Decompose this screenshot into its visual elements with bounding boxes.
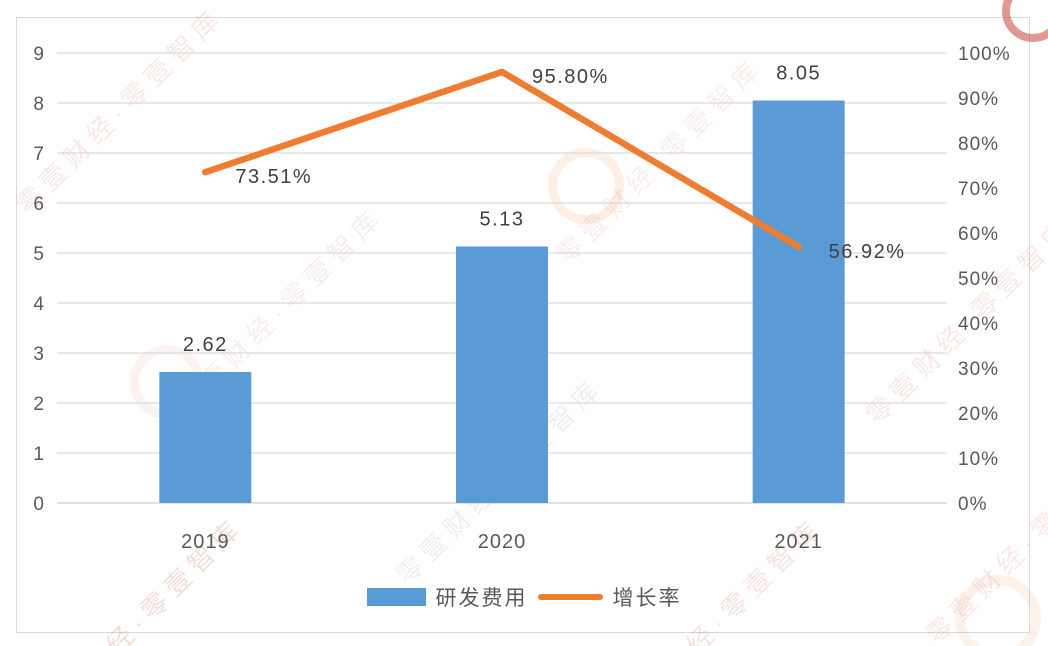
right-axis-tick-label: 60%	[958, 224, 999, 245]
bar-2020	[456, 246, 548, 503]
left-axis-tick-label: 6	[33, 194, 45, 215]
line-value-label: 95.80%	[532, 66, 609, 88]
left-axis-tick-label: 0	[33, 494, 45, 515]
bar-value-label: 2.62	[183, 334, 228, 356]
left-axis-tick-label: 2	[33, 394, 45, 415]
line-value-label: 73.51%	[235, 166, 312, 188]
right-axis-tick-label: 30%	[958, 359, 999, 380]
x-axis-label: 2020	[478, 531, 527, 553]
legend-bar-swatch	[366, 588, 426, 606]
left-axis-tick-label: 4	[33, 294, 45, 315]
legend-line-label: 增长率	[612, 587, 682, 610]
chart-area-border	[16, 17, 1030, 633]
left-axis-tick-label: 5	[33, 244, 45, 265]
left-axis-tick-label: 7	[33, 144, 45, 165]
right-axis-tick-label: 90%	[958, 89, 999, 110]
legend-line-swatch	[537, 594, 603, 600]
left-axis-tick-label: 8	[33, 94, 45, 115]
bar-2019	[159, 372, 252, 503]
bar-2021	[752, 100, 845, 503]
right-axis-tick-label: 0%	[958, 494, 987, 515]
right-axis-tick-label: 50%	[958, 269, 999, 290]
right-axis-tick-label: 10%	[958, 449, 999, 470]
x-axis-label: 2019	[181, 531, 230, 553]
right-axis-tick-label: 80%	[958, 134, 999, 155]
bar-value-label: 5.13	[480, 209, 525, 231]
line-value-label: 56.92%	[829, 241, 906, 263]
left-axis-tick-label: 1	[33, 444, 45, 465]
right-axis-tick-label: 20%	[958, 404, 999, 425]
x-axis-label: 2021	[774, 531, 823, 553]
right-axis-tick-label: 70%	[958, 179, 999, 200]
legend: 研发费用 增长率	[0, 580, 1048, 614]
right-axis-tick-label: 40%	[958, 314, 999, 335]
left-axis-tick-label: 9	[33, 44, 45, 65]
left-axis-tick-label: 3	[33, 344, 45, 365]
legend-bar-label: 研发费用	[435, 587, 528, 610]
right-axis-tick-label: 100%	[958, 44, 1011, 65]
bar-value-label: 8.05	[776, 63, 821, 85]
growth-rate-line	[202, 68, 802, 251]
